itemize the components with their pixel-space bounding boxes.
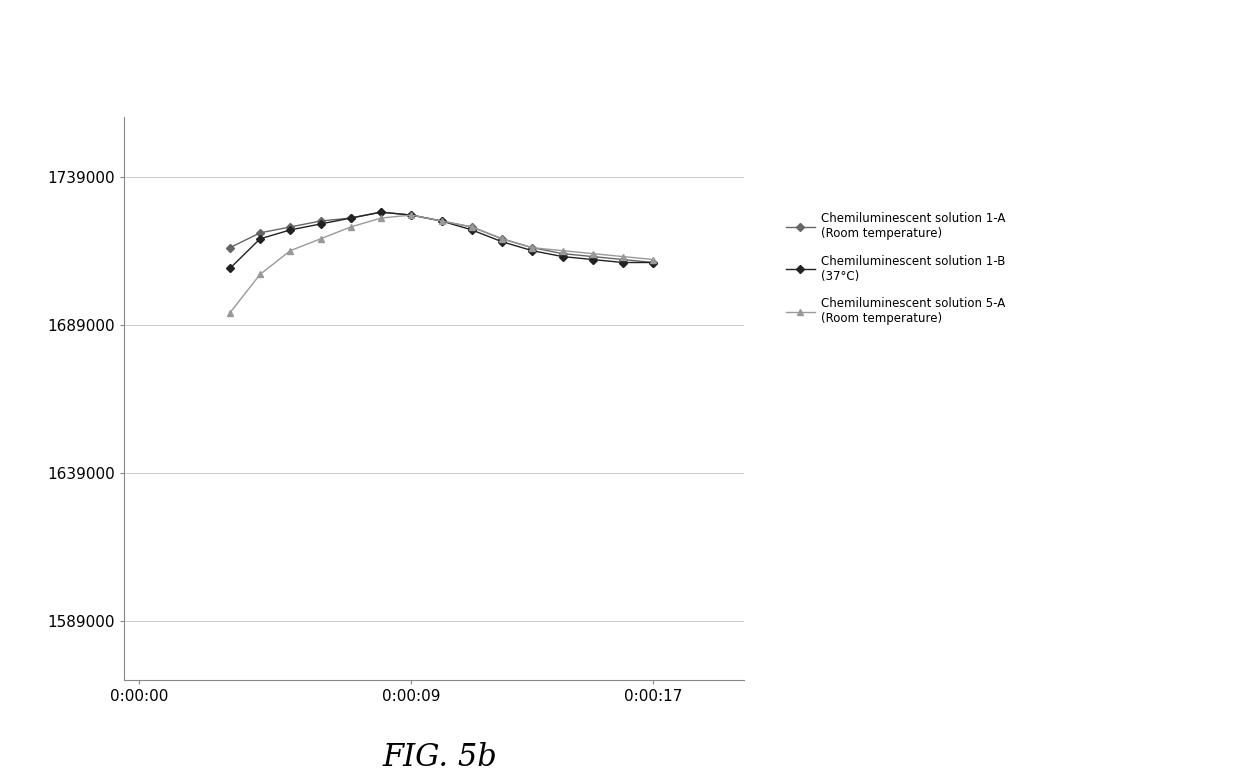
Chemiluminescent solution 5-A
(Room temperature) (253, 270, 268, 279)
Chemiluminescent solution 1-B
(37°C) (556, 252, 570, 261)
Chemiluminescent solution 1-B
(37°C) (495, 237, 510, 246)
Chemiluminescent solution 5-A
(Room temperature) (464, 222, 479, 231)
Chemiluminescent solution 5-A
(Room temperature) (404, 210, 419, 220)
Chemiluminescent solution 5-A
(Room temperature) (314, 234, 329, 243)
Chemiluminescent solution 1-B
(37°C) (464, 225, 479, 235)
Chemiluminescent solution 5-A
(Room temperature) (646, 255, 661, 264)
Chemiluminescent solution 1-A
(Room temperature) (464, 222, 479, 231)
Chemiluminescent solution 1-B
(37°C) (343, 213, 358, 223)
Chemiluminescent solution 1-B
(37°C) (585, 255, 600, 264)
Chemiluminescent solution 1-A
(Room temperature) (404, 210, 419, 220)
Text: FIG. 5b: FIG. 5b (383, 742, 497, 773)
Chemiluminescent solution 1-B
(37°C) (283, 225, 298, 235)
Chemiluminescent solution 5-A
(Room temperature) (556, 246, 570, 256)
Chemiluminescent solution 1-A
(Room temperature) (343, 213, 358, 223)
Chemiluminescent solution 5-A
(Room temperature) (373, 213, 388, 223)
Chemiluminescent solution 5-A
(Room temperature) (585, 249, 600, 258)
Chemiluminescent solution 1-A
(Room temperature) (434, 217, 449, 226)
Chemiluminescent solution 1-A
(Room temperature) (585, 252, 600, 261)
Chemiluminescent solution 1-B
(37°C) (404, 210, 419, 220)
Line: Chemiluminescent solution 5-A
(Room temperature): Chemiluminescent solution 5-A (Room temp… (227, 213, 656, 316)
Chemiluminescent solution 1-B
(37°C) (646, 258, 661, 267)
Chemiluminescent solution 5-A
(Room temperature) (525, 243, 539, 253)
Chemiluminescent solution 1-A
(Room temperature) (314, 217, 329, 226)
Chemiluminescent solution 1-B
(37°C) (222, 264, 237, 273)
Chemiluminescent solution 1-A
(Room temperature) (283, 222, 298, 231)
Chemiluminescent solution 1-B
(37°C) (373, 207, 388, 217)
Chemiluminescent solution 1-A
(Room temperature) (222, 243, 237, 253)
Chemiluminescent solution 1-B
(37°C) (615, 258, 630, 267)
Line: Chemiluminescent solution 1-A
(Room temperature): Chemiluminescent solution 1-A (Room temp… (227, 210, 656, 265)
Chemiluminescent solution 1-B
(37°C) (253, 234, 268, 243)
Chemiluminescent solution 5-A
(Room temperature) (283, 246, 298, 256)
Chemiluminescent solution 1-A
(Room temperature) (495, 234, 510, 243)
Legend: Chemiluminescent solution 1-A
(Room temperature), Chemiluminescent solution 1-B
: Chemiluminescent solution 1-A (Room temp… (781, 208, 1011, 329)
Chemiluminescent solution 1-A
(Room temperature) (373, 207, 388, 217)
Chemiluminescent solution 5-A
(Room temperature) (343, 222, 358, 231)
Chemiluminescent solution 1-A
(Room temperature) (556, 249, 570, 258)
Chemiluminescent solution 5-A
(Room temperature) (495, 234, 510, 243)
Chemiluminescent solution 1-A
(Room temperature) (615, 255, 630, 264)
Chemiluminescent solution 1-A
(Room temperature) (525, 243, 539, 253)
Chemiluminescent solution 1-A
(Room temperature) (646, 258, 661, 267)
Line: Chemiluminescent solution 1-B
(37°C): Chemiluminescent solution 1-B (37°C) (227, 210, 656, 271)
Chemiluminescent solution 5-A
(Room temperature) (615, 252, 630, 261)
Chemiluminescent solution 1-B
(37°C) (434, 217, 449, 226)
Chemiluminescent solution 5-A
(Room temperature) (222, 308, 237, 317)
Chemiluminescent solution 1-B
(37°C) (525, 246, 539, 256)
Chemiluminescent solution 1-B
(37°C) (314, 219, 329, 228)
Chemiluminescent solution 5-A
(Room temperature) (434, 217, 449, 226)
Chemiluminescent solution 1-A
(Room temperature) (253, 228, 268, 238)
